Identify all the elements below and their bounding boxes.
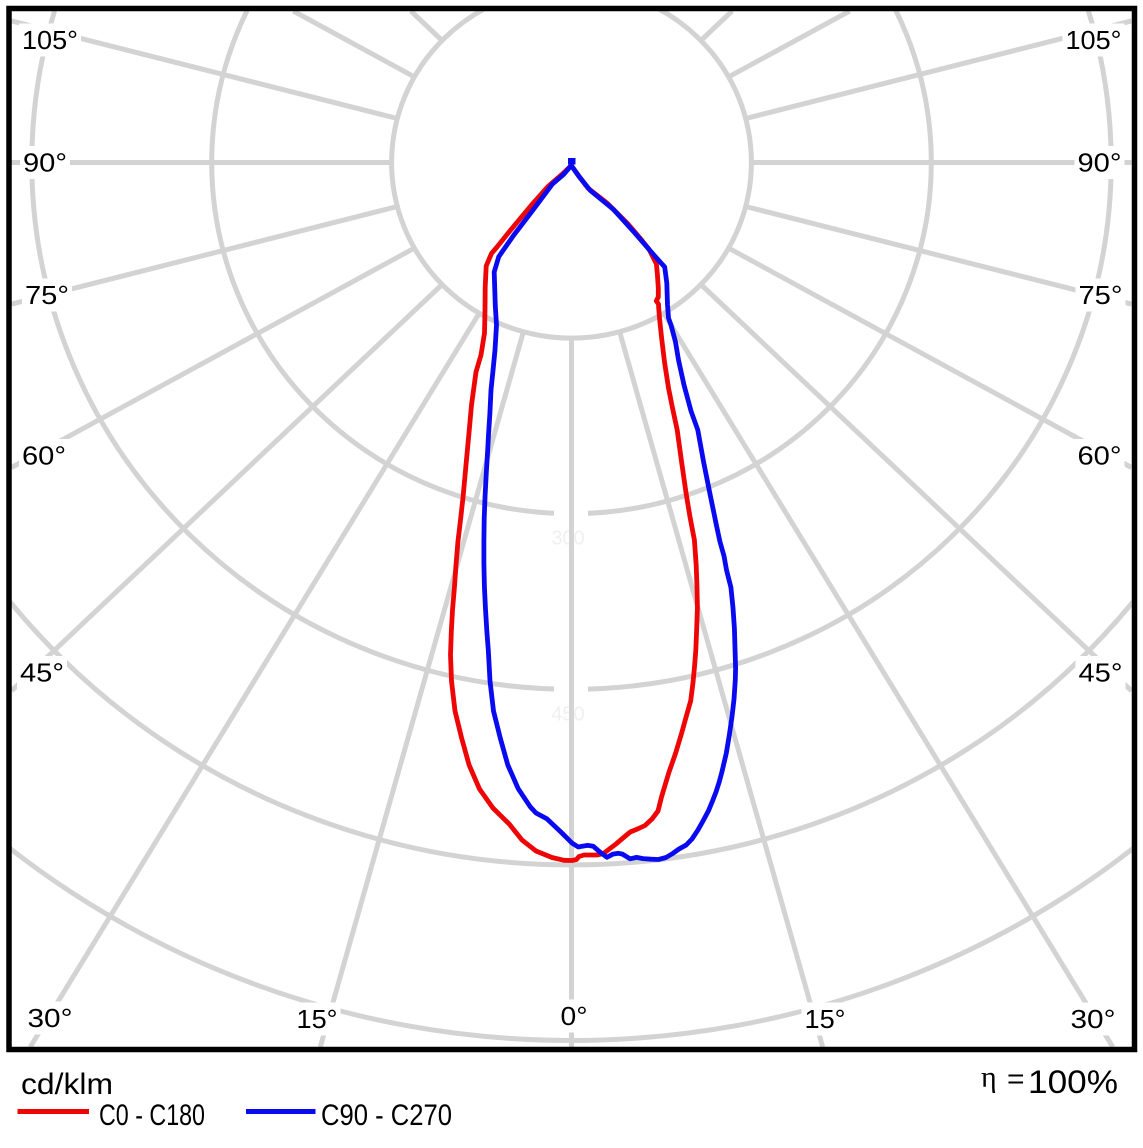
svg-text:75°: 75°	[1079, 280, 1123, 310]
svg-text:60°: 60°	[1078, 441, 1122, 471]
svg-text:90°: 90°	[1078, 148, 1122, 178]
svg-text:60°: 60°	[22, 441, 66, 471]
svg-text:30°: 30°	[1071, 1004, 1116, 1034]
svg-text:C90 - C270: C90 - C270	[321, 1099, 452, 1132]
svg-text:45°: 45°	[1079, 658, 1123, 688]
svg-text:75°: 75°	[25, 280, 69, 310]
svg-text:100%: 100%	[1028, 1064, 1118, 1100]
svg-text:η: η	[981, 1061, 997, 1094]
svg-text:cd/klm: cd/klm	[21, 1068, 113, 1101]
svg-text:45°: 45°	[20, 658, 64, 688]
svg-text:90°: 90°	[23, 148, 67, 178]
svg-text:30°: 30°	[28, 1003, 73, 1033]
svg-text:300: 300	[551, 528, 584, 550]
svg-text:105°: 105°	[1066, 25, 1122, 55]
svg-text:0°: 0°	[561, 1001, 588, 1031]
svg-text:=: =	[1007, 1063, 1025, 1094]
svg-text:15°: 15°	[805, 1004, 846, 1034]
svg-text:105°: 105°	[22, 25, 78, 55]
svg-text:15°: 15°	[297, 1004, 338, 1034]
svg-text:450: 450	[551, 703, 584, 725]
svg-text:C0 - C180: C0 - C180	[99, 1099, 205, 1132]
